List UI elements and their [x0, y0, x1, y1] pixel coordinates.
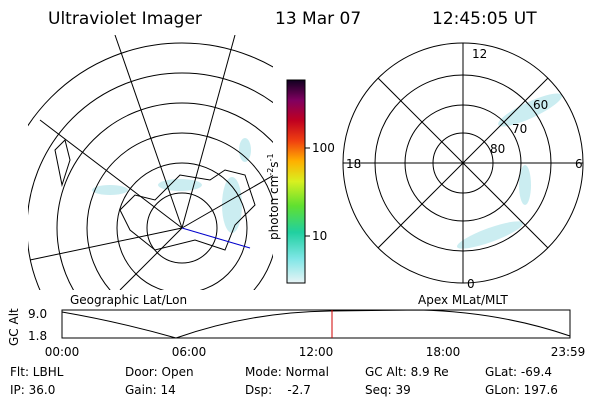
info-field: Dsp: -2.7: [245, 383, 311, 397]
unit-exp: -2: [266, 168, 275, 176]
x-tick-label: 23:59: [551, 345, 586, 359]
axis-label: GC Alt: [7, 308, 21, 346]
geo-map: [28, 35, 273, 290]
info-field: Gain: 14: [125, 383, 176, 397]
info-field: Seq: 39: [365, 383, 411, 397]
colorbar-tick: 10: [312, 229, 327, 243]
info-field: Door: Open: [125, 365, 194, 379]
info-field: GC Alt: 8.9 Re: [365, 365, 449, 379]
x-tick-label: 18:00: [426, 345, 461, 359]
info-field: Flt: LBHL: [10, 365, 64, 379]
mlt-label: 18: [346, 157, 361, 171]
mlt-label: 0: [467, 277, 475, 291]
x-tick-label: 12:00: [299, 345, 334, 359]
info-field: GLon: 197.6: [485, 383, 558, 397]
panel-label: Apex MLat/MLT: [418, 293, 508, 307]
unit-exp: -1: [266, 153, 275, 161]
info-field: GLat: -69.4: [485, 365, 552, 379]
colorbar-label: photon cm-2s-1: [266, 153, 281, 240]
colorbar-tick: 100: [312, 141, 335, 155]
mlt-label: 12: [472, 47, 487, 61]
info-field: IP: 36.0: [10, 383, 55, 397]
mlt-label: 6: [575, 157, 583, 171]
unit: photon cm: [267, 176, 281, 240]
colorbar: [286, 79, 306, 284]
time: 12:45:05 UT: [432, 9, 537, 29]
y-tick-label: 9.0: [28, 307, 47, 321]
title: Ultraviolet Imager: [48, 9, 202, 29]
footer: Flt: LBHL Door: Open Mode: Normal GC Alt: 8…: [10, 365, 558, 397]
x-tick-label: 00:00: [45, 345, 80, 359]
mlat-label: 60: [533, 98, 548, 112]
altitude-plot: GC Alt 9.0 1.8 00:00 06:00 12:00 18:00 2…: [7, 307, 585, 359]
x-tick-label: 06:00: [172, 345, 207, 359]
panel-label: Geographic Lat/Lon: [70, 293, 187, 307]
date: 13 Mar 07: [275, 9, 361, 29]
polar-map: 12 18 6 0 60 70 80: [342, 42, 584, 291]
unit: s: [267, 161, 281, 167]
mlat-label: 70: [512, 122, 527, 136]
y-tick-label: 1.8: [28, 329, 47, 343]
info-field: Mode: Normal: [245, 365, 329, 379]
mlat-label: 80: [490, 142, 505, 156]
